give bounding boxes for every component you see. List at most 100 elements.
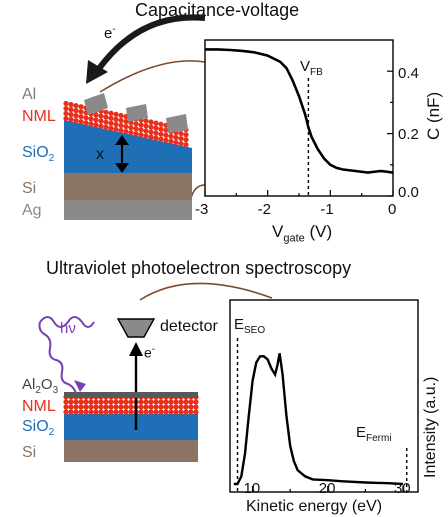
- cv-ticks: [204, 70, 394, 197]
- nml-molecule-bead: [63, 404, 69, 410]
- nml-molecule-bead: [183, 137, 189, 143]
- nml-molecule-bead: [123, 128, 129, 135]
- nml-molecule-bead: [108, 120, 114, 126]
- layer-label-al2o3: Al2O3: [22, 376, 59, 396]
- layer-label-nml: NML: [22, 108, 56, 125]
- nml-molecule-bead: [158, 136, 164, 142]
- nml-molecule-bead: [148, 399, 154, 405]
- nml-molecule-bead: [153, 404, 159, 410]
- nml-molecule-bead: [113, 126, 119, 132]
- cv-device-stack: [63, 93, 192, 220]
- nml-molecule-bead: [183, 142, 189, 148]
- nml-molecule-bead: [98, 404, 104, 410]
- sio2-layer: [64, 414, 198, 440]
- electron-label: e-: [104, 24, 116, 42]
- nml-molecule-bead: [98, 399, 104, 405]
- nml-molecule-bead: [98, 118, 104, 124]
- cv-ytick-label: 0.4: [398, 65, 419, 82]
- nml-molecule-bead: [183, 404, 189, 410]
- nml-molecule-bead: [123, 409, 129, 415]
- nml-molecule-bead: [163, 404, 169, 410]
- nml-molecule-bead: [93, 112, 99, 118]
- cv-curve: [205, 48, 394, 174]
- nml-molecule-bead: [153, 135, 159, 141]
- nml-molecule-bead: [63, 105, 69, 112]
- nml-molecule-bead: [108, 125, 114, 131]
- nml-molecule-bead: [178, 409, 184, 415]
- nml-molecule-bead: [68, 106, 74, 113]
- nml-molecule-bead: [133, 131, 139, 137]
- nml-molecule-bead: [88, 399, 94, 405]
- nml-molecule-bead: [178, 130, 184, 137]
- nml-molecule-bead: [108, 404, 114, 410]
- nml-molecule-bead: [78, 114, 84, 120]
- nml-molecule-bead: [123, 399, 129, 405]
- nml-molecule-bead: [68, 399, 74, 405]
- nml-molecule-bead: [108, 110, 114, 116]
- nml-molecule-bead: [88, 409, 94, 415]
- al-contact: [166, 114, 188, 133]
- nml-molecule-bead: [118, 404, 124, 410]
- nml-molecule-bead: [78, 409, 84, 415]
- nml-molecule-bead: [163, 132, 169, 138]
- nml-molecule-bead: [153, 120, 159, 126]
- layer-label-si: Si: [22, 444, 37, 461]
- nml-molecule-bead: [188, 404, 194, 410]
- nml-molecule-bead: [183, 399, 189, 405]
- nml-molecule-bead: [148, 119, 154, 125]
- nml-molecule-bead: [103, 404, 109, 410]
- nml-molecule-bead: [88, 116, 94, 122]
- nml-molecule-bead: [118, 399, 124, 405]
- nml-molecule-bead: [83, 399, 89, 405]
- nml-molecule-bead: [128, 130, 134, 136]
- ups-xtick-label: 30: [393, 480, 411, 497]
- nml-molecule-bead: [68, 404, 74, 410]
- nml-molecule-bead: [153, 409, 159, 415]
- nml-molecule-bead: [93, 122, 99, 128]
- nml-molecule-bead: [108, 399, 114, 405]
- nml-molecule-bead: [113, 121, 119, 127]
- nml-molecule-bead: [178, 399, 184, 405]
- nml-molecule-bead: [173, 399, 179, 405]
- ups-xtick-label: 20: [318, 480, 336, 497]
- nml-molecule-bead: [128, 404, 134, 410]
- nml-molecule-bead: [153, 130, 159, 136]
- nml-molecule-bead: [78, 119, 84, 125]
- nml-molecule-bead: [88, 121, 94, 127]
- nml-molecule-bead: [163, 127, 169, 133]
- nml-molecule-bead: [128, 409, 134, 415]
- nml-molecule-bead: [103, 399, 109, 405]
- photon-label: hν: [60, 320, 76, 337]
- nml-molecule-bead: [88, 404, 94, 410]
- nml-molecule-bead: [158, 131, 164, 137]
- cv-xtick-label: -2: [257, 201, 271, 218]
- nml-molecule-bead: [138, 122, 144, 128]
- nml-molecule-bead: [148, 129, 154, 135]
- cv-xlabel: Vgate (V): [272, 222, 333, 245]
- nml-molecule-bead: [183, 132, 189, 138]
- nml-molecule-bead: [173, 404, 179, 410]
- nml-molecule-bead: [143, 399, 149, 405]
- nml-molecule-bead: [153, 399, 159, 405]
- nml-molecule-bead: [163, 409, 169, 415]
- nml-molecule-bead: [143, 123, 149, 129]
- nml-molecule-bead: [73, 404, 79, 410]
- nml-molecule-bead: [103, 409, 109, 415]
- nml-molecule-bead: [98, 409, 104, 415]
- emission-arrowhead: [129, 342, 143, 356]
- nml-molecule-bead: [138, 409, 144, 415]
- nml-molecule-bead: [93, 409, 99, 415]
- nml-molecule-bead: [188, 409, 194, 415]
- nml-molecule-bead: [158, 409, 164, 415]
- bottom-title: Ultraviolet photoelectron spectroscopy: [46, 258, 352, 278]
- nml-molecule-bead: [78, 404, 84, 410]
- nml-molecule-bead: [118, 127, 124, 134]
- emission-electron-label: e-: [144, 344, 156, 361]
- nml-molecule-bead: [143, 128, 149, 134]
- nml-molecule-bead: [143, 409, 149, 415]
- cv-ylabel: C (nF): [424, 91, 443, 140]
- cv-ytick-label: 0.0: [398, 184, 419, 201]
- nml-molecule-bead: [83, 409, 89, 415]
- nml-molecule-bead: [118, 117, 124, 124]
- nml-molecule-bead: [148, 134, 154, 140]
